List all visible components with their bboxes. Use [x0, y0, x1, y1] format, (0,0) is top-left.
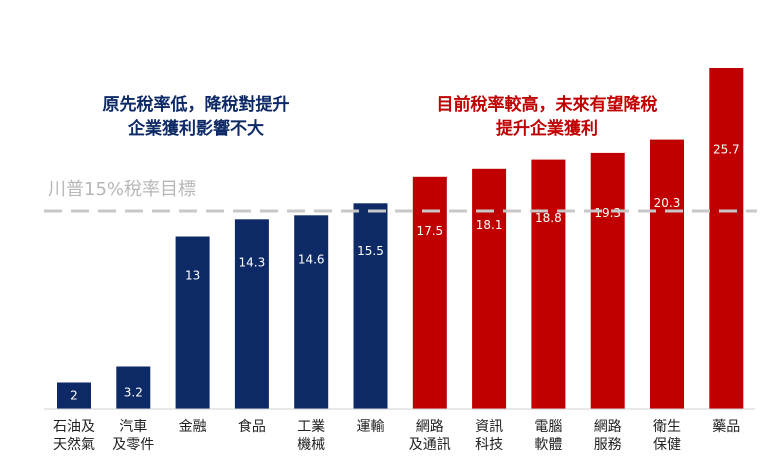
- bar-6: [353, 203, 388, 409]
- reference-line-label: 川普15%稅率目標: [48, 179, 196, 200]
- bar-1: [57, 382, 91, 409]
- category-label-10-line-2: 服務: [594, 437, 622, 453]
- bar-value-label-4: 14.3: [239, 256, 266, 270]
- bar-value-label-3: 13: [185, 269, 200, 283]
- category-label-9-line-2: 軟體: [534, 437, 562, 453]
- value-labels-group: 2 3.2 13 14.3 14.6 15.5 17.5 18.1 18.8 19.3 20.3 25…: [70, 142, 739, 402]
- category-label-12: 藥品: [712, 419, 740, 435]
- bar-10: [590, 152, 625, 409]
- annotation-right-line-1: 目前稅率較高，未來有望降稅: [437, 94, 658, 115]
- bar-value-label-6: 15.5: [357, 244, 384, 258]
- bars-group: [57, 68, 744, 409]
- category-label-2-line-1: 汽車: [119, 418, 147, 435]
- category-label-1-line-2: 天然氣: [53, 436, 95, 453]
- bar-12: [709, 68, 744, 409]
- bar-3: [175, 236, 210, 409]
- category-label-11-line-2: 保健: [653, 437, 681, 453]
- category-label-9-line-1: 電腦: [534, 419, 562, 435]
- bar-value-label-11: 20.3: [654, 196, 681, 210]
- bar-value-label-1: 2: [70, 389, 78, 403]
- category-label-3: 金融: [179, 419, 207, 435]
- bar-value-label-5: 14.6: [298, 253, 325, 267]
- bar-11: [650, 139, 684, 409]
- bar-value-label-9: 18.8: [535, 211, 562, 225]
- category-label-6: 運輸: [357, 419, 385, 435]
- bar-8: [472, 168, 507, 409]
- category-label-4: 食品: [238, 418, 266, 435]
- bar-5: [294, 215, 329, 409]
- bar-2: [116, 366, 151, 409]
- annotation-left-line-1: 原先稅率低，降稅對提升: [103, 94, 290, 115]
- category-label-2-line-2: 及零件: [112, 437, 154, 453]
- bar-9: [531, 159, 566, 409]
- bar-7: [412, 176, 447, 409]
- category-label-7-line-1: 網路: [416, 419, 444, 435]
- bar-value-label-8: 18.1: [476, 218, 503, 232]
- category-label-11-line-1: 衛生: [653, 419, 681, 435]
- bar-4: [234, 219, 269, 409]
- category-label-5-line-2: 機械: [297, 437, 325, 453]
- bar-value-label-7: 17.5: [416, 224, 443, 238]
- bar-value-label-10: 19.3: [594, 206, 621, 220]
- category-label-8-line-2: 科技: [475, 437, 503, 453]
- category-label-7-line-2: 及通訊: [409, 437, 451, 453]
- bar-value-label-12: 25.7: [713, 142, 740, 156]
- bar-value-label-2: 3.2: [124, 386, 143, 400]
- category-label-10-line-1: 網路: [594, 419, 622, 435]
- annotation-right-line-2: 提升企業獲利: [496, 118, 598, 139]
- category-label-8-line-1: 資訊: [475, 419, 503, 435]
- annotation-left-line-2: 企業獲利影響不大: [127, 118, 264, 139]
- category-label-1-line-1: 石油及: [53, 419, 95, 435]
- category-label-5-line-1: 工業: [297, 419, 325, 435]
